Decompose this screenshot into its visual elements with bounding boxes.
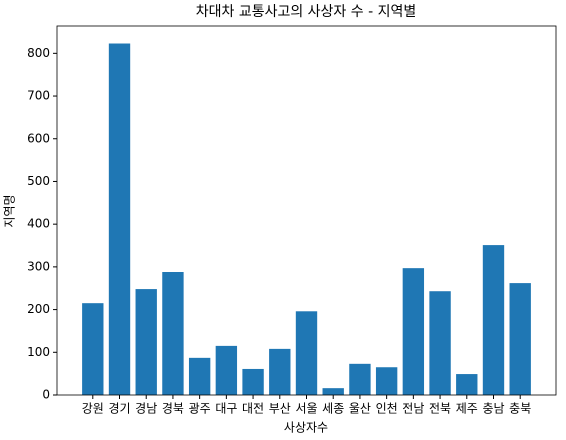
bar xyxy=(269,348,291,395)
x-tick-label: 대전 xyxy=(242,402,264,416)
x-tick-label: 세종 xyxy=(322,402,344,416)
bar xyxy=(482,245,505,395)
x-tick-label: 충북 xyxy=(509,402,531,416)
bar xyxy=(322,388,344,395)
bar xyxy=(188,357,211,395)
x-tick-label: 울산 xyxy=(349,402,371,416)
x-tick-label: 부산 xyxy=(269,402,291,416)
bar xyxy=(295,311,318,395)
x-tick-label: 충남 xyxy=(482,402,504,416)
x-tick-label: 광주 xyxy=(189,402,211,416)
x-tick-label: 대구 xyxy=(215,402,237,416)
x-tick-label: 서울 xyxy=(295,402,317,416)
bar xyxy=(135,289,157,395)
x-tick-label: 강원 xyxy=(82,402,104,416)
x-tick-label: 전북 xyxy=(429,402,451,416)
x-tick-label: 경남 xyxy=(135,402,157,416)
bar xyxy=(82,303,104,395)
y-tick-label: 300 xyxy=(27,259,50,273)
bar xyxy=(375,367,398,395)
bar xyxy=(402,268,425,395)
bar xyxy=(509,283,531,395)
x-tick-label: 제주 xyxy=(456,402,478,416)
chart-title: 차대차 교통사고의 사상자 수 - 지역별 xyxy=(196,4,417,20)
bar xyxy=(456,374,478,395)
x-tick-label: 경기 xyxy=(108,402,130,416)
bar xyxy=(349,363,371,395)
x-tick-label: 전남 xyxy=(402,402,424,416)
y-tick-label: 400 xyxy=(27,217,50,231)
x-tick-label: 인천 xyxy=(376,401,398,416)
bar xyxy=(215,345,238,395)
bar xyxy=(108,43,131,396)
x-tick-label: 경북 xyxy=(162,402,184,416)
y-tick-label: 600 xyxy=(27,131,50,145)
plot-frame xyxy=(56,25,557,396)
y-tick-label: 200 xyxy=(27,302,50,316)
bar xyxy=(162,272,184,395)
bar xyxy=(429,291,451,395)
y-tick-label: 0 xyxy=(42,388,50,402)
y-tick-label: 100 xyxy=(27,345,50,359)
y-axis-label: 지역명 xyxy=(3,194,17,227)
y-tick-label: 800 xyxy=(27,46,50,60)
y-tick-label: 500 xyxy=(27,174,50,188)
bar xyxy=(242,368,264,395)
x-axis-label: 사상자수 xyxy=(284,421,328,435)
y-tick-label: 700 xyxy=(27,89,50,103)
